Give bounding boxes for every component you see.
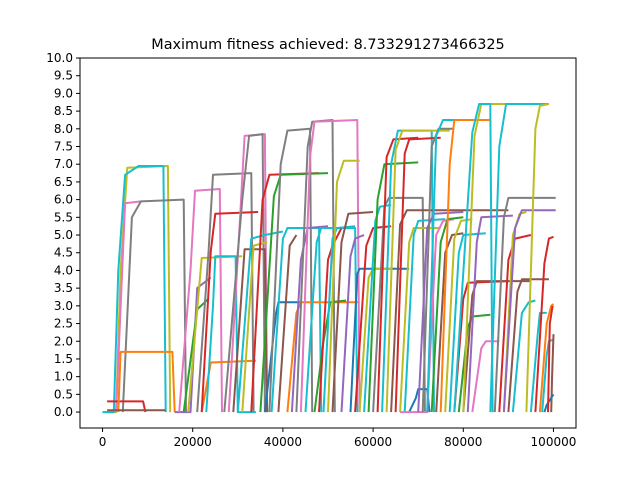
series-line xyxy=(205,255,256,414)
y-tick-label: 8.5 xyxy=(54,104,73,118)
series-line xyxy=(550,334,555,413)
series-line xyxy=(117,350,176,413)
y-tick-label: 5.0 xyxy=(54,228,73,242)
series-line xyxy=(268,127,314,413)
y-tick-label: 6.5 xyxy=(54,175,73,189)
chart-title: Maximum fitness achieved: 8.733291273466… xyxy=(151,37,504,53)
series-line xyxy=(390,209,509,413)
series-line xyxy=(102,165,167,414)
series-line xyxy=(538,303,555,413)
y-tick-label: 3.5 xyxy=(54,281,73,295)
series-line xyxy=(489,103,549,413)
series-line xyxy=(270,227,323,413)
series-line xyxy=(534,235,554,413)
y-tick-label: 10.0 xyxy=(46,51,73,65)
series-line xyxy=(227,133,269,413)
series-line xyxy=(541,338,554,413)
y-tick-label: 2.5 xyxy=(54,317,73,331)
series-line xyxy=(263,301,301,413)
series-line xyxy=(295,119,336,413)
series-line xyxy=(376,136,419,413)
y-tick-label: 5.5 xyxy=(54,210,73,224)
series-line xyxy=(394,136,441,413)
series-line xyxy=(196,172,255,413)
y-axis: 0.0 0.5 1.0 1.5 2.0 2.5 3.0 3.5 4.0 4.5 5.0 5.5 6.0 6… xyxy=(46,51,80,419)
series-line xyxy=(354,225,392,413)
series-line xyxy=(327,159,360,413)
series-line xyxy=(367,161,419,413)
series-line xyxy=(241,241,268,413)
y-tick-label: 1.0 xyxy=(54,370,73,384)
y-tick-label: 9.0 xyxy=(54,86,73,100)
y-tick-label: 3.0 xyxy=(54,299,73,313)
x-tick-label: 40000 xyxy=(264,435,302,449)
series-line xyxy=(115,200,142,413)
y-tick-label: 4.5 xyxy=(54,246,73,260)
series-line xyxy=(511,299,536,413)
series-line xyxy=(121,198,187,413)
series-line xyxy=(426,119,459,413)
series-line xyxy=(236,230,284,413)
series-line xyxy=(200,211,259,413)
series-line xyxy=(430,216,464,413)
x-tick-label: 60000 xyxy=(354,435,392,449)
y-tick-label: 6.0 xyxy=(54,193,73,207)
series-line xyxy=(525,103,550,413)
x-tick-label: 80000 xyxy=(444,435,482,449)
series-line xyxy=(340,234,365,413)
series-lines xyxy=(102,103,556,414)
series-line xyxy=(331,211,374,413)
x-tick-label: 100000 xyxy=(531,435,577,449)
y-tick-label: 9.5 xyxy=(54,69,73,83)
y-tick-label: 1.5 xyxy=(54,352,73,366)
series-line xyxy=(259,172,329,413)
series-line xyxy=(178,188,223,413)
y-tick-label: 7.5 xyxy=(54,140,73,154)
x-tick-label: 20000 xyxy=(174,435,212,449)
y-tick-label: 2.0 xyxy=(54,334,73,348)
series-line xyxy=(529,311,547,413)
series-line xyxy=(547,305,554,413)
series-line xyxy=(223,133,266,413)
y-tick-label: 4.0 xyxy=(54,263,73,277)
y-tick-label: 7.0 xyxy=(54,157,73,171)
series-line xyxy=(439,119,491,413)
plot-frame xyxy=(79,57,577,429)
series-line xyxy=(277,234,298,413)
y-tick-label: 0.5 xyxy=(54,387,73,401)
series-line xyxy=(493,196,556,413)
series-line xyxy=(507,278,549,413)
y-tick-label: 0.0 xyxy=(54,405,73,419)
y-tick-label: 8.0 xyxy=(54,122,73,136)
x-tick-label: 0 xyxy=(99,435,107,449)
series-line xyxy=(502,209,556,413)
series-line xyxy=(448,232,486,413)
series-line xyxy=(318,227,343,413)
series-line xyxy=(385,129,450,413)
series-line xyxy=(453,103,494,413)
series-line xyxy=(435,232,464,413)
series-line xyxy=(421,127,455,413)
x-axis: 0 20000 40000 60000 80000 100000 xyxy=(99,428,577,449)
series-line xyxy=(299,119,361,413)
